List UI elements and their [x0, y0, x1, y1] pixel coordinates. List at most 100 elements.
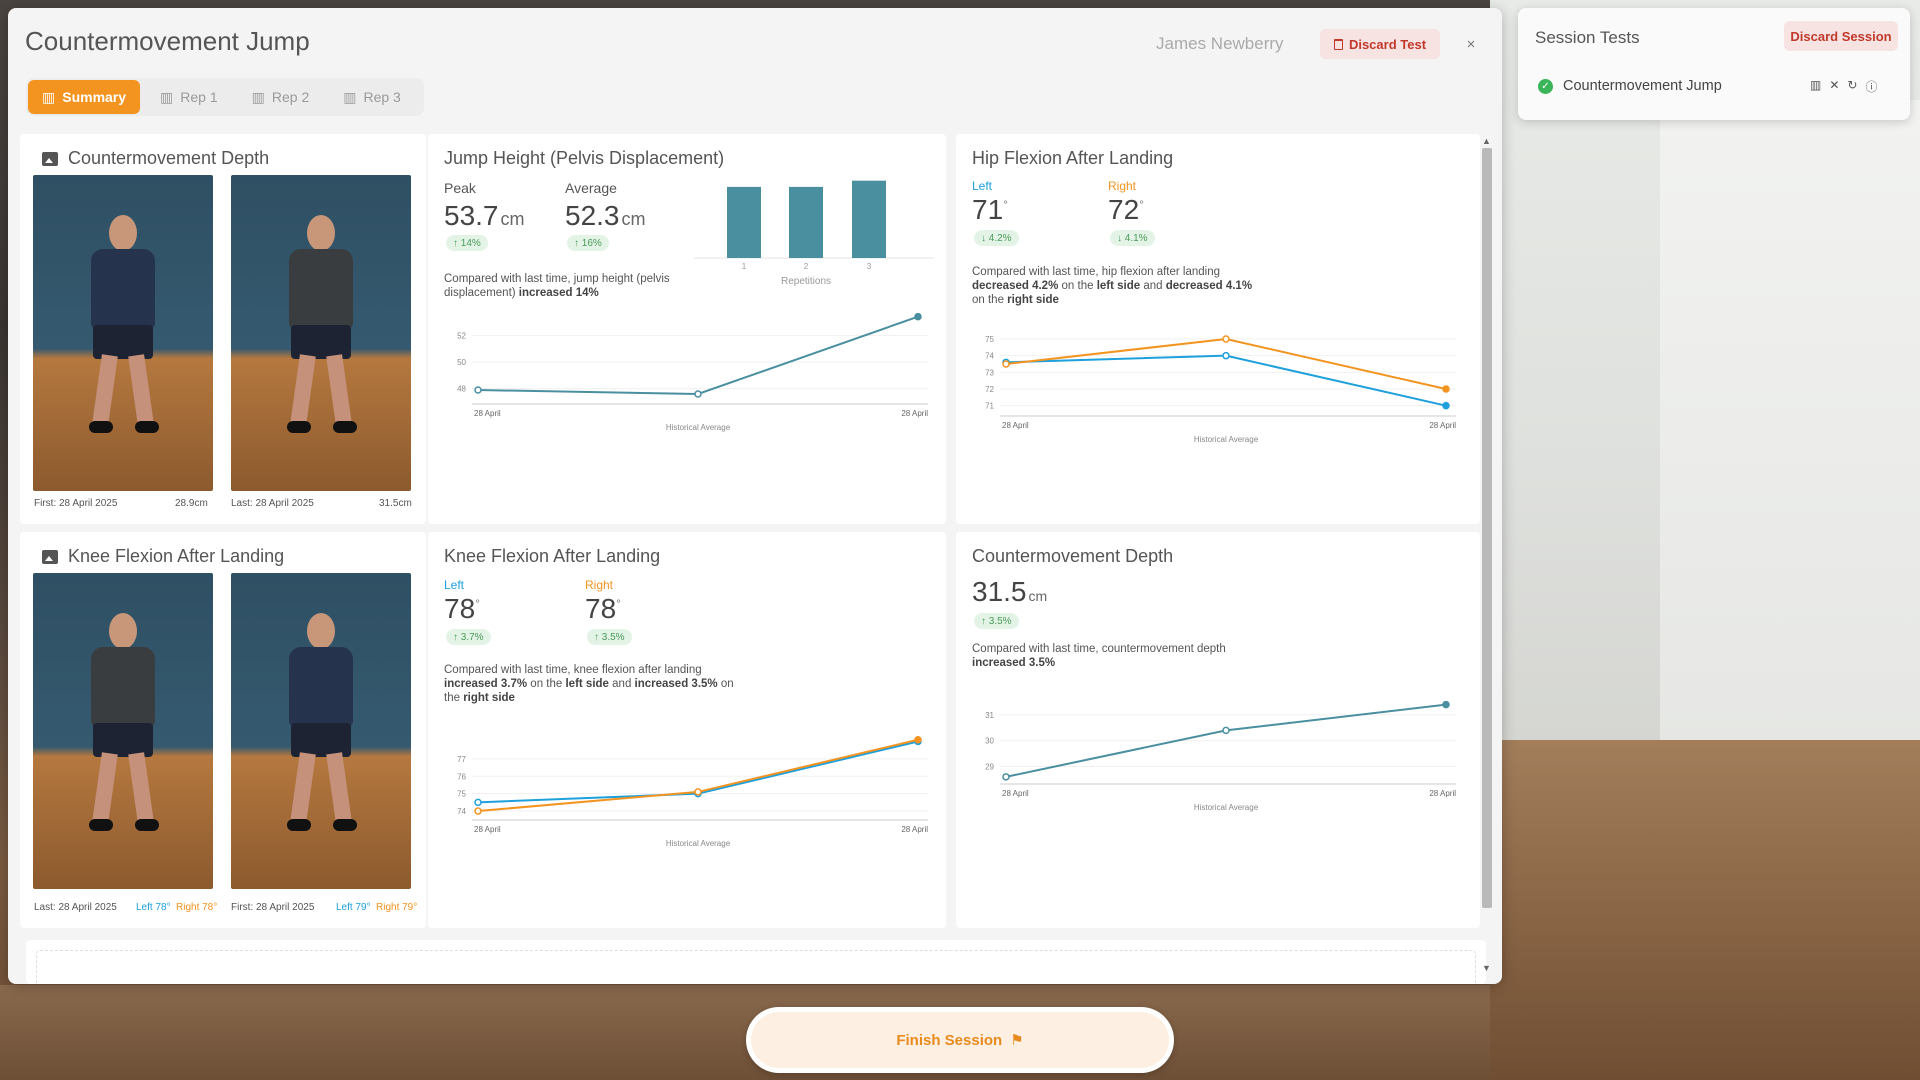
data-point	[694, 788, 702, 796]
y-tick-label: 75	[985, 335, 994, 344]
average-label: Average	[565, 180, 617, 196]
tab-rep-2[interactable]: ▥ Rep 2	[237, 80, 324, 114]
image-icon	[42, 151, 58, 166]
session-tests-panel: Session Tests Discard Session ✓ Counterm…	[1518, 8, 1910, 120]
depth-change-badge: ↑ 3.5%	[974, 613, 1019, 629]
first-left-value: Left 78°	[136, 902, 171, 913]
x-axis-caption: Historical Average	[666, 839, 731, 848]
last-date: First: 28 April 2025	[231, 902, 315, 913]
person-figure	[281, 613, 361, 833]
tab-summary[interactable]: ▥ Summary	[28, 80, 141, 114]
right-value: 78°	[585, 593, 621, 624]
user-name: James Newberry	[1156, 34, 1284, 53]
scroll-down-icon[interactable]: ▼	[1482, 963, 1491, 973]
card-title: Hip Flexion After Landing	[972, 148, 1174, 168]
cm-depth-description: Compared with last time, countermovement…	[972, 643, 1226, 669]
jump-height-history-chart: 52 50 48 28 April 28 April Historical Average	[457, 312, 928, 432]
x-tick-label: 28 April	[474, 825, 501, 834]
discard-test-button[interactable]: Discard Test	[1320, 29, 1440, 59]
y-tick-label: 74	[457, 807, 466, 816]
background-floor	[1490, 740, 1920, 1080]
left-change-badge: ↑ 3.7%	[446, 629, 491, 645]
data-point	[1222, 335, 1230, 343]
refresh-icon[interactable]: ↻	[1847, 78, 1858, 92]
discard-test-label: Discard Test	[1348, 36, 1427, 52]
discard-session-button[interactable]: Discard Session	[1784, 21, 1898, 51]
average-change-badge: ↑ 16%	[567, 235, 609, 251]
test-results-panel: Countermovement Jump James Newberry Disc…	[8, 8, 1502, 984]
tab-label: Summary	[62, 89, 127, 105]
person-figure	[281, 215, 361, 435]
scrollbar-thumb[interactable]	[1482, 148, 1492, 908]
card-title: Knee Flexion After Landing	[42, 546, 284, 567]
x-axis-caption: Historical Average	[666, 423, 731, 432]
tab-label: Rep 3	[363, 89, 401, 105]
data-point	[1222, 351, 1230, 360]
finish-session-label: Finish Session	[896, 1031, 1003, 1049]
check-circle-icon: ✓	[1538, 78, 1553, 94]
left-label: Left	[972, 179, 993, 193]
cm-depth-card: Countermovement Depth 31.5 cm ↑ 3.5% Comp…	[956, 532, 1480, 928]
bar	[789, 186, 823, 258]
bar	[852, 180, 886, 258]
tab-rep-1[interactable]: ▥ Rep 1	[146, 80, 232, 114]
first-date: Last: 28 April 2025	[34, 902, 117, 913]
right-change-badge: ↑ 3.5%	[587, 629, 632, 645]
card-title: Jump Height (Pelvis Displacement)	[444, 148, 725, 168]
bar-tick-label: 3	[867, 262, 872, 271]
x-tick-label: 28 April	[474, 409, 501, 418]
y-tick-label: 29	[985, 763, 994, 772]
last-value: 31.5cm	[379, 498, 412, 509]
close-icon[interactable]: ×	[1466, 35, 1476, 53]
session-tests-title: Session Tests	[1535, 28, 1640, 47]
bar	[727, 186, 761, 258]
knee-flexion-images-card: Knee Flexion After Landing Last: 28 Apri…	[20, 532, 426, 928]
y-tick-label: 71	[985, 402, 994, 411]
left-change-badge: ↓ 4.2%	[974, 230, 1019, 246]
y-tick-label: 30	[985, 737, 994, 746]
left-value: 71°	[972, 194, 1008, 225]
first-date: First: 28 April 2025	[34, 498, 118, 509]
cm-depth-history-chart: 31 30 29 28 April 28 April Historical Average	[985, 700, 1456, 812]
tab-rep-3[interactable]: ▥ Rep 3	[329, 80, 415, 114]
tab-bar: ▥ Summary ▥ Rep 1 ▥ Rep 2 ▥ Rep 3	[28, 80, 428, 114]
last-date: Last: 28 April 2025	[231, 498, 314, 509]
first-value: 28.9cm	[175, 498, 208, 509]
last-photo[interactable]	[231, 175, 411, 491]
x-tick-label: 28 April	[901, 825, 928, 834]
last-right-value: Right 79°	[376, 902, 418, 913]
bar-chart-icon: ▥	[42, 88, 56, 105]
background-floor-bottom	[0, 985, 1490, 1080]
data-point	[914, 312, 922, 321]
card-title: Knee Flexion After Landing	[444, 546, 661, 566]
page-title: Countermovement Jump	[25, 26, 310, 56]
info-icon[interactable]: ⓘ	[1865, 80, 1878, 94]
bar-chart-icon: ▥	[251, 88, 265, 105]
hip-flexion-history-chart: 75 74 73 72 71 28 April 28 April Historical Ave…	[985, 335, 1456, 444]
jump-height-card: Jump Height (Pelvis Displacement) Peak 5…	[428, 134, 946, 524]
data-point	[1222, 726, 1230, 735]
series-line	[477, 315, 919, 396]
right-change-badge: ↓ 4.1%	[1110, 230, 1155, 246]
left-label: Left	[444, 578, 465, 592]
first-photo[interactable]	[33, 175, 213, 491]
bar-chart-icon[interactable]: ▥	[1810, 78, 1822, 92]
card-title: Countermovement Depth	[42, 148, 269, 169]
series-line	[1005, 337, 1447, 390]
hip-flexion-description: Compared with last time, hip flexion aft…	[972, 266, 1253, 306]
knee-flexion-card: Knee Flexion After Landing Left 78° ↑ 3.…	[428, 532, 946, 928]
last-left-value: Left 79°	[336, 902, 371, 913]
scroll-up-icon[interactable]: ▲	[1482, 136, 1491, 146]
y-tick-label: 74	[985, 352, 994, 361]
session-test-actions: ▥ ✕ ↻ ⓘ	[1810, 78, 1877, 95]
x-axis-caption: Historical Average	[1194, 435, 1259, 444]
finish-session-inner: Finish Session ⚑	[751, 1012, 1169, 1068]
last-photo[interactable]	[231, 573, 411, 889]
first-photo[interactable]	[33, 573, 213, 889]
finish-session-button[interactable]: Finish Session ⚑	[746, 1007, 1174, 1073]
close-icon[interactable]: ✕	[1829, 78, 1840, 92]
peak-change-badge: ↑ 14%	[446, 235, 488, 251]
bar-chart-icon: ▥	[343, 88, 357, 105]
session-test-item[interactable]: ✓ Countermovement Jump	[1538, 78, 1722, 94]
card-title: Countermovement Depth	[972, 546, 1174, 566]
